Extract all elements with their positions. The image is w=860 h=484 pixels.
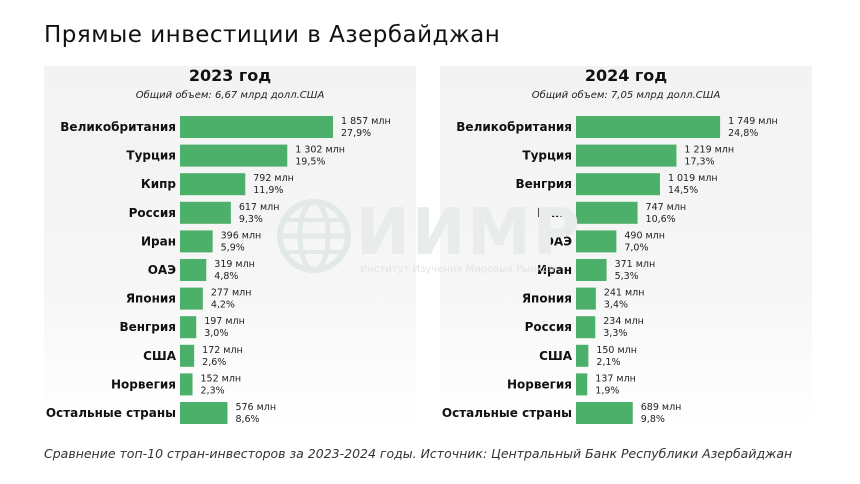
category-label: ОАЭ <box>148 263 176 277</box>
bar <box>576 259 607 281</box>
chart-title-2024: 2024 год <box>584 66 668 85</box>
category-label: Венгрия <box>515 177 572 191</box>
value-label: 1 749 млн <box>728 116 778 127</box>
category-label: Остальные страны <box>46 406 176 420</box>
share-label: 2,1% <box>596 357 620 368</box>
bar <box>576 344 589 367</box>
value-label: 1 219 млн <box>684 145 734 156</box>
bar <box>576 230 617 253</box>
chart-title-2023: 2023 год <box>188 66 272 85</box>
value-label: 689 млн <box>641 402 682 413</box>
category-label: Иран <box>141 234 176 248</box>
share-label: 19,5% <box>295 157 325 168</box>
value-label: 617 млн <box>239 202 280 213</box>
value-label: 137 млн <box>595 373 636 384</box>
share-label: 4,2% <box>211 300 235 311</box>
category-label: Остальные страны <box>442 406 572 420</box>
category-label: Россия <box>129 206 176 220</box>
bar <box>180 201 231 224</box>
category-label: Норвегия <box>507 377 572 391</box>
share-label: 9,3% <box>239 214 263 225</box>
category-label: Япония <box>126 292 176 306</box>
value-label: 241 млн <box>604 288 645 299</box>
value-label: 396 млн <box>221 230 262 241</box>
share-label: 1,9% <box>595 385 619 396</box>
category-label: Кипр <box>141 177 177 191</box>
bar <box>576 373 588 396</box>
share-label: 7,0% <box>624 242 648 253</box>
share-label: 8,6% <box>235 414 259 425</box>
value-label: 747 млн <box>646 202 687 213</box>
bar <box>180 344 195 367</box>
value-label: 576 млн <box>235 402 276 413</box>
category-label: Великобритания <box>60 120 176 134</box>
share-label: 5,3% <box>615 271 639 282</box>
footer-caption: Сравнение топ-10 стран-инвесторов за 202… <box>44 446 793 461</box>
page-title: Прямые инвестиции в Азербайджан <box>44 22 501 48</box>
share-label: 3,0% <box>204 328 228 339</box>
value-label: 152 млн <box>201 373 242 384</box>
chart-panel-2024: 2024 год Общий объем: 7,05 млрд долл.США… <box>440 66 812 426</box>
category-label: США <box>539 349 573 363</box>
value-label: 319 млн <box>214 259 255 270</box>
category-label: Россия <box>525 320 572 334</box>
chart-subtitle-2024: Общий объем: 7,05 млрд долл.США <box>531 90 721 101</box>
value-label: 371 млн <box>615 259 656 270</box>
share-label: 17,3% <box>684 157 714 168</box>
category-label: Венгрия <box>119 320 176 334</box>
category-label: США <box>143 349 177 363</box>
share-label: 2,3% <box>201 385 225 396</box>
share-label: 27,9% <box>341 128 371 139</box>
share-label: 3,4% <box>604 300 628 311</box>
category-label: Кипр <box>537 206 573 220</box>
category-label: Япония <box>522 292 572 306</box>
bar <box>180 402 228 424</box>
share-label: 14,5% <box>668 185 698 196</box>
bar <box>576 316 596 339</box>
bar <box>180 116 333 138</box>
share-label: 11,9% <box>253 185 283 196</box>
value-label: 150 млн <box>596 345 637 356</box>
share-label: 4,8% <box>214 271 238 282</box>
category-label: Турция <box>126 149 176 163</box>
bar <box>576 144 677 167</box>
value-label: 1 857 млн <box>341 116 391 127</box>
share-label: 24,8% <box>728 128 758 139</box>
category-label: Великобритания <box>456 120 572 134</box>
category-label: Турция <box>522 149 572 163</box>
bar <box>180 173 246 196</box>
share-label: 9,8% <box>641 414 665 425</box>
category-label: ОАЭ <box>544 234 572 248</box>
value-label: 197 млн <box>204 316 245 327</box>
value-label: 172 млн <box>202 345 243 356</box>
value-label: 234 млн <box>603 316 644 327</box>
bar <box>576 402 633 424</box>
category-label: Иран <box>537 263 572 277</box>
bar <box>576 201 638 224</box>
bar <box>180 373 193 396</box>
chart-panel-2023: 2023 год Общий объем: 6,67 млрд долл.США… <box>44 66 416 426</box>
bar <box>180 144 288 167</box>
bar <box>576 116 721 138</box>
bar <box>180 316 197 339</box>
category-label: Норвегия <box>111 377 176 391</box>
share-label: 2,6% <box>202 357 226 368</box>
value-label: 1 302 млн <box>295 145 345 156</box>
value-label: 792 млн <box>253 173 294 184</box>
share-label: 3,3% <box>603 328 627 339</box>
share-label: 10,6% <box>646 214 676 225</box>
bar <box>576 173 660 196</box>
share-label: 5,9% <box>221 242 245 253</box>
bar <box>576 287 596 310</box>
chart-subtitle-2023: Общий объем: 6,67 млрд долл.США <box>135 90 325 101</box>
bar <box>180 259 207 281</box>
bar <box>180 287 203 310</box>
value-label: 1 019 млн <box>668 173 718 184</box>
bar <box>180 230 213 253</box>
value-label: 490 млн <box>624 230 665 241</box>
value-label: 277 млн <box>211 288 252 299</box>
